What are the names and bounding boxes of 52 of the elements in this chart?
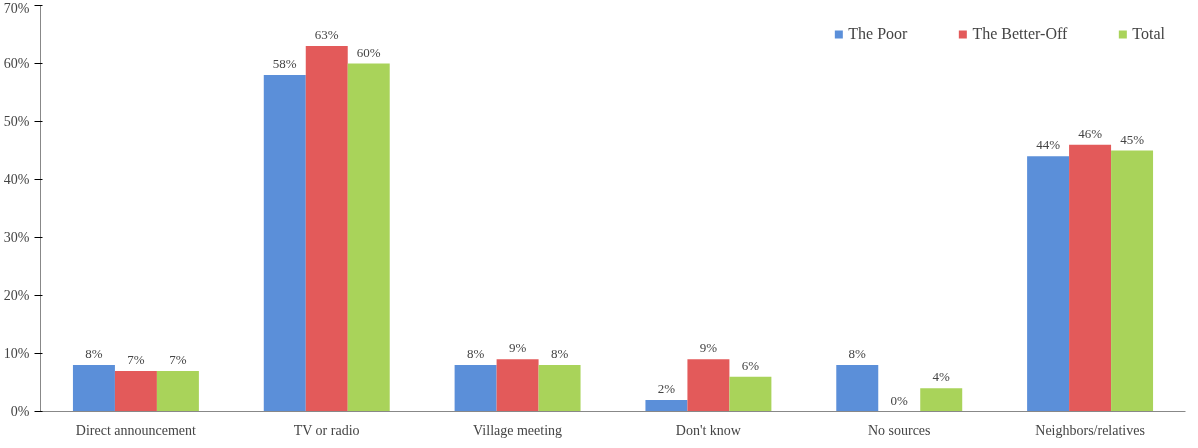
data-label: 2% (657, 380, 676, 396)
data-label: 7% (127, 351, 145, 367)
bar (72, 365, 115, 412)
bar (496, 359, 539, 412)
data-label: 44% (1036, 137, 1061, 153)
data-label: 9% (699, 340, 718, 356)
y-tick-label: 60% (3, 56, 30, 71)
data-label: 45% (1120, 131, 1145, 147)
bar (729, 376, 772, 412)
data-label: 9% (508, 340, 527, 356)
data-label: 58% (272, 56, 297, 72)
legend-label: The Better-Off (972, 25, 1068, 43)
data-label: 46% (1078, 125, 1103, 141)
bar (920, 388, 963, 412)
x-tick-label: Don't know (675, 422, 742, 438)
bar (687, 359, 730, 412)
x-tick-label: Village meeting (473, 422, 563, 438)
data-label: 7% (169, 351, 187, 367)
bar (305, 46, 348, 412)
y-tick-label: 0% (10, 404, 30, 419)
x-tick-label: Neighbors/relatives (1035, 422, 1145, 438)
bar (1069, 144, 1112, 412)
y-tick-label: 30% (3, 230, 30, 245)
y-tick-label: 50% (3, 114, 30, 129)
bar (836, 365, 879, 412)
x-tick-label: Direct announcement (75, 422, 197, 438)
y-tick-label: 70% (3, 0, 30, 16)
data-label: 0% (890, 392, 909, 408)
y-tick-label: 20% (3, 288, 30, 303)
bar (156, 370, 199, 412)
bar (263, 75, 306, 412)
bar (538, 365, 581, 412)
y-tick-label: 10% (3, 346, 30, 361)
data-label: 8% (466, 346, 485, 362)
x-tick-label: TV or radio (293, 422, 360, 438)
bar (1027, 156, 1070, 412)
bar (1111, 150, 1154, 412)
bar (114, 370, 157, 412)
data-label: 6% (741, 357, 760, 373)
bar (645, 399, 688, 412)
data-label: 63% (314, 27, 339, 43)
data-label: 4% (932, 369, 951, 385)
bar (347, 63, 390, 412)
legend-label: The Poor (848, 25, 908, 43)
data-label: 8% (848, 346, 867, 362)
bar (454, 365, 497, 412)
legend-label: Total (1132, 25, 1165, 43)
data-label: 60% (356, 44, 381, 60)
data-label: 8% (550, 346, 569, 362)
data-label: 8% (85, 346, 103, 362)
x-tick-label: No sources (867, 422, 931, 438)
y-tick-label: 40% (3, 172, 30, 187)
